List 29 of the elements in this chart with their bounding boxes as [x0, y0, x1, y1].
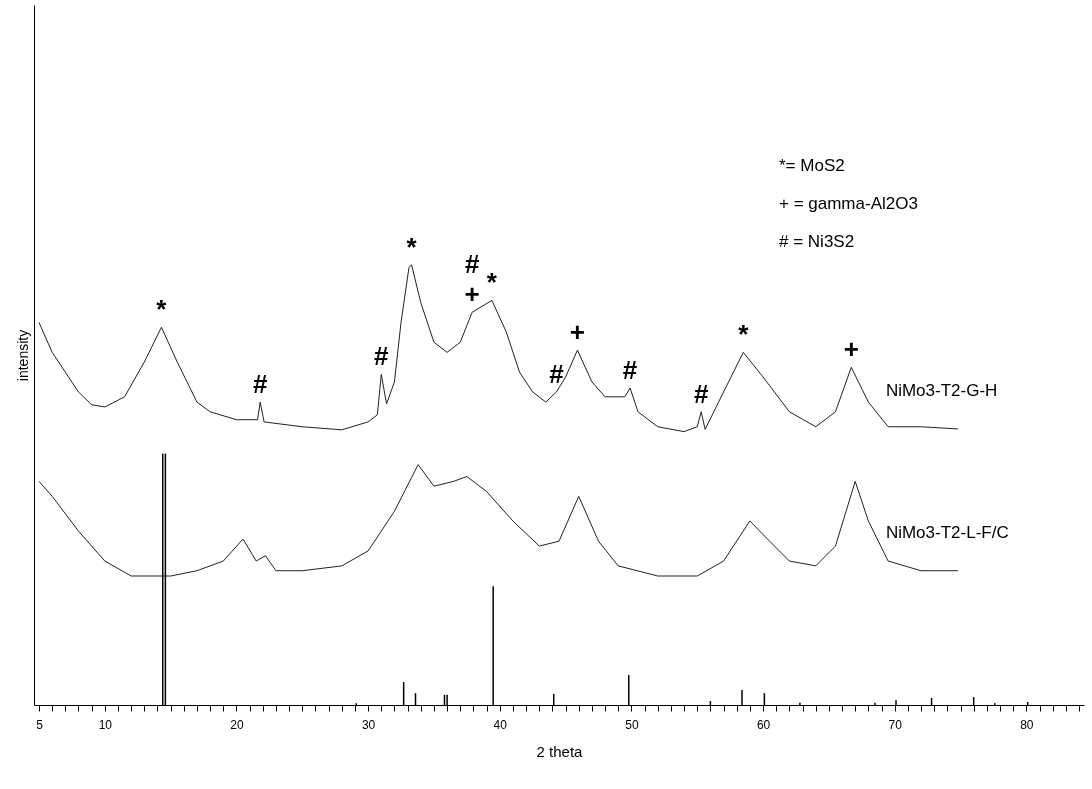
x-tick-label: 60 — [756, 717, 771, 732]
annotation: + — [569, 317, 586, 348]
x-tick-label: 20 — [230, 717, 244, 732]
annotation: * — [156, 294, 168, 325]
annotation: # — [622, 355, 638, 386]
x-axis-title: 2 theta — [536, 742, 584, 760]
x-tick-label: 30 — [361, 717, 376, 732]
annotation: * — [406, 231, 418, 262]
x-tick-label: 80 — [1020, 717, 1034, 732]
annotation: * — [738, 319, 750, 350]
text: *= MoS2 — [779, 156, 845, 175]
annotation: + — [464, 279, 480, 310]
annotation: # — [464, 249, 480, 280]
series-label: NiMo3-T2-L-F/C — [885, 522, 1009, 542]
annotation: # — [549, 358, 565, 389]
annotation: # — [374, 341, 390, 372]
annotation: # — [693, 378, 709, 409]
x-tick-label: 40 — [493, 717, 508, 732]
series-label: NiMo3-T2-G-H — [885, 380, 998, 400]
x-tick-label: 70 — [888, 717, 903, 732]
y-axis-title: intensity — [14, 329, 31, 382]
x-tick-label: 50 — [625, 717, 639, 732]
annotation: + — [843, 334, 859, 365]
annotation: * — [486, 267, 498, 298]
text: # = Ni3S2 — [779, 232, 855, 251]
x-tick-label: 10 — [98, 717, 113, 732]
annotation: # — [252, 369, 268, 400]
text: + = gamma-Al2O3 — [779, 194, 918, 213]
x-tick-label: 5 — [36, 717, 44, 732]
